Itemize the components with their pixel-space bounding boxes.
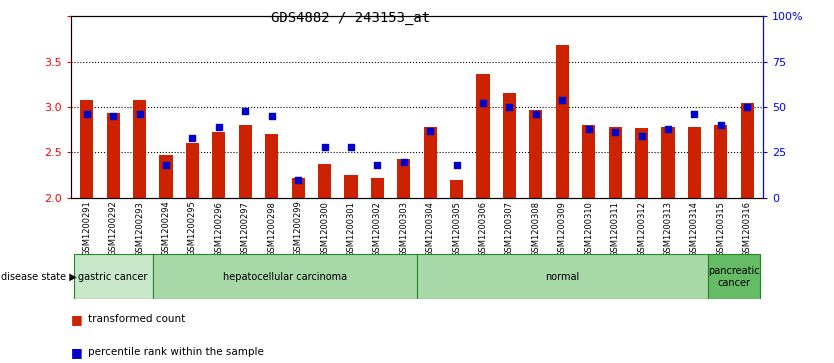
Bar <box>265 134 279 198</box>
Point <box>370 162 384 168</box>
Text: GDS4882 / 243153_at: GDS4882 / 243153_at <box>271 11 430 25</box>
Point <box>503 104 516 110</box>
Point <box>159 162 173 168</box>
Text: GSM1200302: GSM1200302 <box>373 201 382 257</box>
Point <box>80 111 93 117</box>
Point <box>661 126 675 132</box>
Point <box>291 177 304 183</box>
Bar <box>417 254 707 299</box>
Text: transformed count: transformed count <box>88 314 185 325</box>
Bar <box>476 74 490 198</box>
Bar <box>707 254 761 299</box>
Bar <box>107 113 120 198</box>
Text: GSM1200295: GSM1200295 <box>188 201 197 256</box>
Point <box>609 130 622 135</box>
Bar <box>582 125 595 198</box>
Bar <box>609 127 622 198</box>
Bar <box>741 103 754 198</box>
Text: GSM1200300: GSM1200300 <box>320 201 329 257</box>
Bar <box>635 128 648 198</box>
Point <box>741 104 754 110</box>
Text: GSM1200301: GSM1200301 <box>346 201 355 257</box>
Text: GSM1200305: GSM1200305 <box>452 201 461 257</box>
Bar <box>239 125 252 198</box>
Text: GSM1200298: GSM1200298 <box>267 201 276 257</box>
Bar <box>159 155 173 198</box>
Text: ■: ■ <box>71 313 83 326</box>
Point <box>344 144 358 150</box>
Text: GSM1200297: GSM1200297 <box>241 201 249 257</box>
Text: GSM1200306: GSM1200306 <box>479 201 488 257</box>
Bar <box>73 254 153 299</box>
Text: GSM1200308: GSM1200308 <box>531 201 540 257</box>
Point <box>635 133 648 139</box>
Bar <box>153 254 417 299</box>
Text: GSM1200292: GSM1200292 <box>108 201 118 256</box>
Bar <box>450 180 463 198</box>
Point <box>397 159 410 164</box>
Bar <box>133 100 146 198</box>
Point <box>265 113 279 119</box>
Text: GSM1200312: GSM1200312 <box>637 201 646 257</box>
Point <box>212 124 225 130</box>
Text: GSM1200309: GSM1200309 <box>558 201 567 257</box>
Point <box>582 126 595 132</box>
Point <box>107 113 120 119</box>
Point <box>450 162 464 168</box>
Bar <box>555 45 569 198</box>
Text: GSM1200304: GSM1200304 <box>425 201 435 257</box>
Point <box>476 101 490 106</box>
Text: pancreatic
cancer: pancreatic cancer <box>708 266 760 287</box>
Text: GSM1200296: GSM1200296 <box>214 201 224 257</box>
Text: normal: normal <box>545 272 580 282</box>
Text: GSM1200291: GSM1200291 <box>83 201 91 256</box>
Text: disease state ▶: disease state ▶ <box>1 272 77 282</box>
Bar <box>661 127 675 198</box>
Text: GSM1200315: GSM1200315 <box>716 201 726 257</box>
Bar <box>80 100 93 198</box>
Text: GSM1200314: GSM1200314 <box>690 201 699 257</box>
Text: GSM1200316: GSM1200316 <box>743 201 751 257</box>
Text: hepatocellular carcinoma: hepatocellular carcinoma <box>223 272 347 282</box>
Text: percentile rank within the sample: percentile rank within the sample <box>88 347 264 357</box>
Point <box>186 135 199 141</box>
Bar <box>344 175 358 198</box>
Bar <box>688 127 701 198</box>
Point <box>530 111 543 117</box>
Point <box>133 111 146 117</box>
Bar <box>530 110 542 198</box>
Bar <box>292 178 304 198</box>
Bar <box>397 159 410 198</box>
Bar <box>318 164 331 198</box>
Bar <box>212 132 225 198</box>
Text: GSM1200294: GSM1200294 <box>162 201 170 256</box>
Text: ■: ■ <box>71 346 83 359</box>
Text: GSM1200313: GSM1200313 <box>664 201 672 257</box>
Point <box>318 144 331 150</box>
Bar <box>714 125 727 198</box>
Text: GSM1200310: GSM1200310 <box>585 201 593 257</box>
Point <box>688 111 701 117</box>
Point <box>555 97 569 103</box>
Point <box>714 122 727 128</box>
Bar <box>186 143 199 198</box>
Bar <box>503 94 516 198</box>
Point <box>424 128 437 134</box>
Point <box>239 108 252 114</box>
Text: GSM1200303: GSM1200303 <box>399 201 409 257</box>
Text: GSM1200311: GSM1200311 <box>610 201 620 257</box>
Text: gastric cancer: gastric cancer <box>78 272 148 282</box>
Text: GSM1200299: GSM1200299 <box>294 201 303 256</box>
Text: GSM1200307: GSM1200307 <box>505 201 514 257</box>
Text: GSM1200293: GSM1200293 <box>135 201 144 257</box>
Bar <box>371 178 384 198</box>
Bar <box>424 127 437 198</box>
